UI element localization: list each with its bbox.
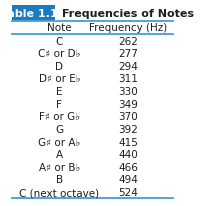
Text: G♯ or A♭: G♯ or A♭ xyxy=(38,137,81,147)
Text: F: F xyxy=(56,99,62,109)
Text: 392: 392 xyxy=(118,124,138,134)
Text: 311: 311 xyxy=(118,74,138,84)
Text: 494: 494 xyxy=(118,174,138,185)
Text: E: E xyxy=(56,87,63,97)
Text: C♯ or D♭: C♯ or D♭ xyxy=(38,49,81,59)
FancyBboxPatch shape xyxy=(12,6,55,22)
Text: 415: 415 xyxy=(118,137,138,147)
Text: 294: 294 xyxy=(118,61,138,71)
Text: 466: 466 xyxy=(118,162,138,172)
Text: 524: 524 xyxy=(118,187,138,197)
Text: A: A xyxy=(56,149,63,159)
Text: D: D xyxy=(55,61,63,71)
Text: 370: 370 xyxy=(118,112,138,122)
Text: Frequencies of Notes: Frequencies of Notes xyxy=(62,9,194,19)
Text: 330: 330 xyxy=(118,87,138,97)
Text: 277: 277 xyxy=(118,49,138,59)
Text: Note: Note xyxy=(47,23,72,33)
Text: 262: 262 xyxy=(118,36,138,46)
Text: C: C xyxy=(56,36,63,46)
Text: G: G xyxy=(55,124,63,134)
Text: 349: 349 xyxy=(118,99,138,109)
Text: A♯ or B♭: A♯ or B♭ xyxy=(39,162,80,172)
Text: D♯ or E♭: D♯ or E♭ xyxy=(39,74,80,84)
Text: Frequency (Hz): Frequency (Hz) xyxy=(89,23,167,33)
Text: C (next octave): C (next octave) xyxy=(19,187,99,197)
Text: B: B xyxy=(56,174,63,185)
Text: Table 1.19: Table 1.19 xyxy=(1,9,66,19)
Text: F♯ or G♭: F♯ or G♭ xyxy=(39,112,80,122)
Text: 440: 440 xyxy=(118,149,138,159)
